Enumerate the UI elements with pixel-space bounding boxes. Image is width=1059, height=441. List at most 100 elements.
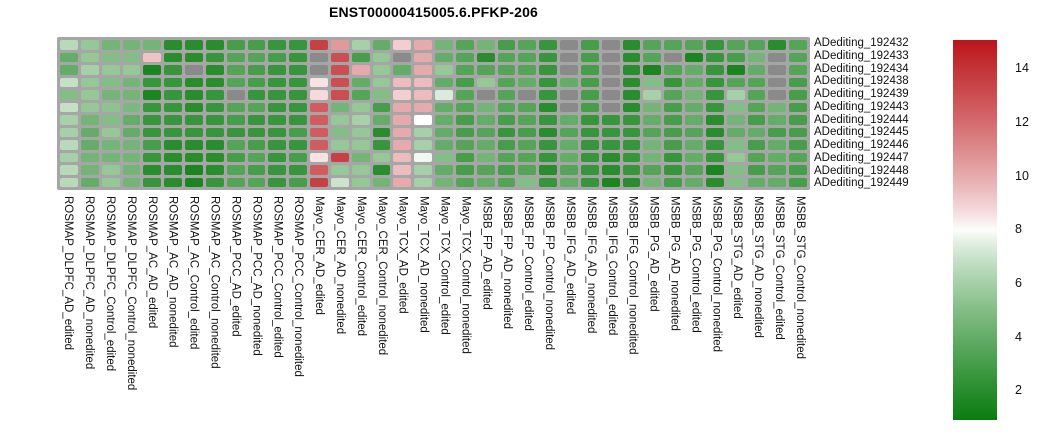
column-label-text: Mayo_TCX_AD_edited — [396, 196, 409, 314]
heatmap-cell — [685, 40, 703, 50]
heatmap-cell — [518, 165, 537, 175]
heatmap-cell — [310, 115, 328, 125]
heatmap-cell — [205, 177, 224, 187]
heatmap-cell — [414, 152, 432, 162]
column-label: MSBB_STG_AD_edited — [726, 196, 747, 439]
heatmap-cell — [455, 65, 474, 75]
heatmap-cell — [414, 115, 432, 125]
heatmap-cell — [705, 152, 724, 162]
row-label: ADediting_192447 — [814, 151, 909, 164]
heatmap-cell — [143, 40, 162, 50]
heatmap-cell — [226, 65, 245, 75]
heatmap-cell — [768, 165, 787, 175]
heatmap-cell — [580, 165, 599, 175]
heatmap-cell — [205, 102, 224, 112]
column-label-text: Mayo_TCX_Control_edited — [438, 196, 451, 335]
heatmap-cell — [685, 52, 703, 62]
heatmap-cell — [560, 77, 578, 87]
heatmap-cell — [393, 115, 412, 125]
heatmap-cell — [164, 140, 182, 150]
heatmap-cell — [310, 102, 328, 112]
column-label: ROSMAP_AC_Control_edited — [182, 196, 203, 439]
heatmap-cell — [351, 102, 370, 112]
heatmap-cell — [601, 152, 620, 162]
heatmap-cell — [247, 90, 266, 100]
heatmap-cell — [539, 165, 557, 175]
heatmap-cell — [414, 52, 432, 62]
heatmap-cell — [747, 102, 766, 112]
heatmap-cell — [580, 127, 599, 137]
colorbar-tick-label: 10 — [1015, 168, 1029, 183]
heatmap-grid — [57, 37, 810, 190]
heatmap-cell — [768, 40, 787, 50]
row-label: ADediting_192445 — [814, 126, 909, 139]
heatmap-cell — [768, 102, 787, 112]
column-label: Mayo_TCX_Control_edited — [433, 196, 454, 439]
column-label-text: MSBB_STG_AD_edited — [731, 196, 744, 319]
heatmap-cell — [601, 127, 620, 137]
heatmap-cell — [476, 177, 495, 187]
heatmap-cell — [185, 127, 203, 137]
heatmap-cell — [164, 115, 182, 125]
column-label-text: MSBB_PG_Control_edited — [689, 196, 702, 333]
column-label-text: Mayo_CER_Control_edited — [354, 196, 367, 336]
heatmap-cell — [268, 90, 287, 100]
heatmap-cell — [685, 140, 703, 150]
column-label: MSBB_FP_Control_nonedited — [538, 196, 559, 439]
heatmap-cell — [455, 40, 474, 50]
heatmap-cell — [330, 165, 349, 175]
heatmap-cell — [747, 140, 766, 150]
heatmap-cell — [664, 127, 682, 137]
column-label-text: ROSMAP_DLPFC_Control_edited — [104, 196, 117, 372]
heatmap-cell — [122, 40, 141, 50]
heatmap-cell — [351, 90, 370, 100]
heatmap-cell — [643, 90, 662, 100]
colorbar: 14 12 10 8 6 4 2 — [953, 40, 1029, 420]
heatmap-cell — [497, 115, 516, 125]
heatmap-cell — [185, 177, 203, 187]
heatmap-cell — [330, 90, 349, 100]
heatmap-cell — [455, 140, 474, 150]
heatmap-cell — [560, 140, 578, 150]
heatmap-cell — [164, 102, 182, 112]
heatmap-cell — [789, 40, 807, 50]
heatmap-cell — [601, 165, 620, 175]
heatmap-cell — [330, 40, 349, 50]
heatmap-cell — [164, 65, 182, 75]
heatmap-cell — [789, 52, 807, 62]
colorbar-tick-label: 12 — [1015, 114, 1029, 129]
heatmap-cell — [205, 140, 224, 150]
row-label: ADediting_192444 — [814, 113, 909, 126]
heatmap-cell — [476, 102, 495, 112]
heatmap-cell — [372, 165, 391, 175]
heatmap-cell — [226, 77, 245, 87]
heatmap-cell — [80, 77, 99, 87]
column-label-text: ROSMAP_PCC_Control_edited — [271, 196, 284, 358]
heatmap-cell — [414, 40, 432, 50]
heatmap-cell — [726, 127, 745, 137]
column-label: ROSMAP_PCC_AD_edited — [224, 196, 245, 439]
heatmap-cell — [747, 40, 766, 50]
heatmap-cell — [747, 77, 766, 87]
heatmap-cell — [601, 90, 620, 100]
column-label: MSBB_PG_AD_nonedited — [663, 196, 684, 439]
heatmap-cell — [476, 127, 495, 137]
heatmap-cell — [622, 77, 641, 87]
heatmap-cell — [560, 127, 578, 137]
heatmap-cell — [747, 52, 766, 62]
column-label: Mayo_TCX_AD_edited — [392, 196, 413, 439]
heatmap-cell — [601, 140, 620, 150]
heatmap-cell — [726, 152, 745, 162]
heatmap-cell — [497, 77, 516, 87]
column-labels: ROSMAP_DLPFC_AD_edited ROSMAP_DLPFC_AD_no… — [57, 196, 810, 439]
heatmap-cell — [60, 165, 78, 175]
heatmap-cell — [539, 52, 557, 62]
heatmap-cell — [414, 165, 432, 175]
heatmap-cell — [205, 152, 224, 162]
heatmap-cell — [539, 90, 557, 100]
heatmap-cell — [435, 152, 453, 162]
heatmap-cell — [268, 127, 287, 137]
heatmap-cell — [372, 127, 391, 137]
heatmap-cell — [60, 40, 78, 50]
